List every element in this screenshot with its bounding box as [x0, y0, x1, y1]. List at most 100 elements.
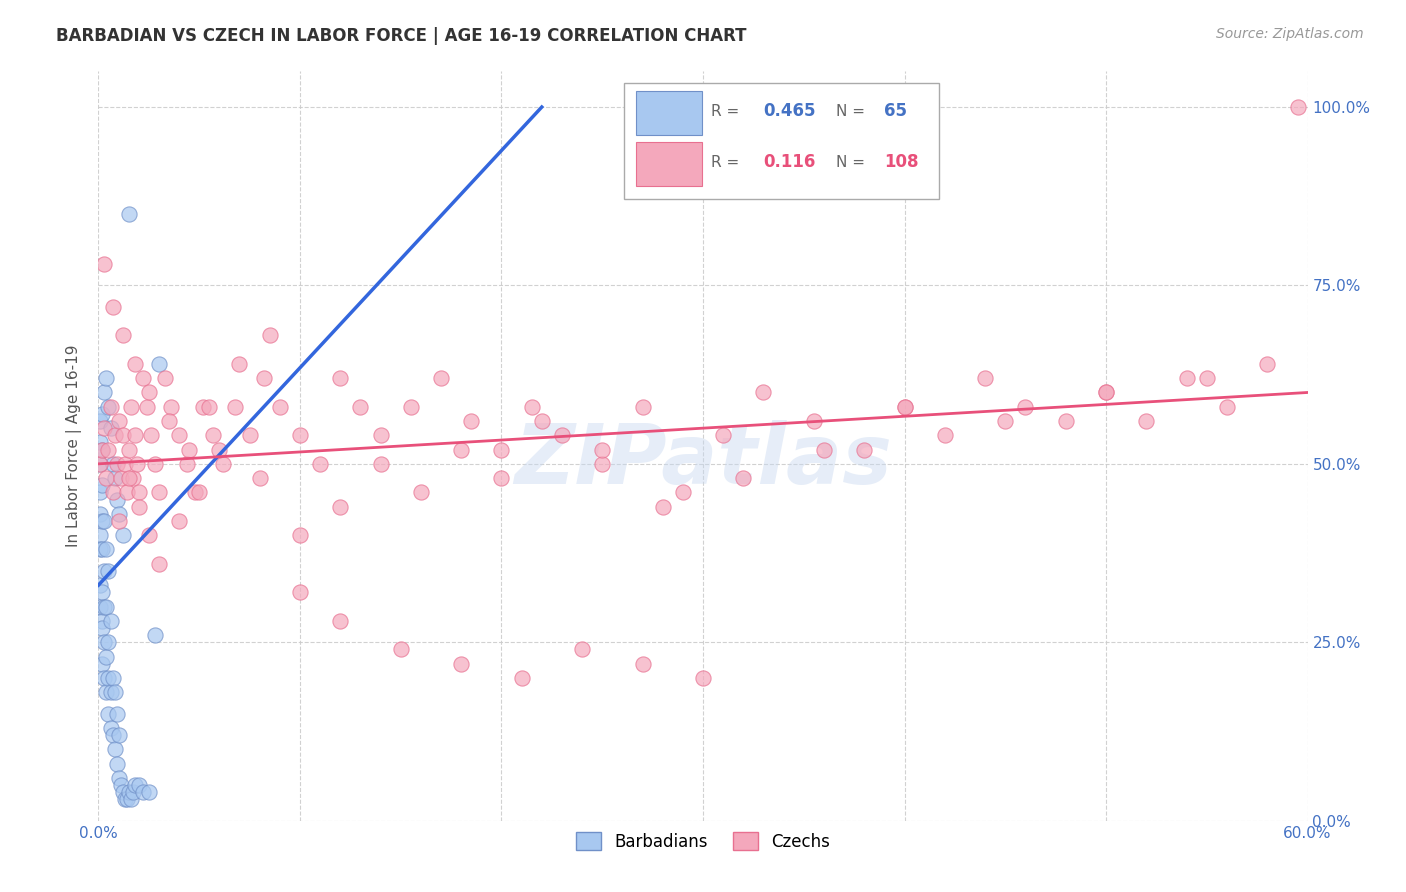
Point	[1256, 357, 1278, 371]
Point	[107, 771, 129, 785]
Point	[148, 485, 170, 500]
Point	[89, 507, 111, 521]
Point	[176, 457, 198, 471]
FancyBboxPatch shape	[624, 83, 939, 199]
Point	[1195, 371, 1218, 385]
Point	[813, 442, 835, 457]
Point	[853, 442, 876, 457]
Legend: Barbadians, Czechs: Barbadians, Czechs	[569, 826, 837, 857]
Point	[591, 442, 613, 457]
Point	[107, 728, 129, 742]
Point	[91, 542, 114, 557]
Point	[93, 421, 115, 435]
Point	[105, 706, 128, 721]
Point	[1095, 385, 1118, 400]
Point	[733, 471, 755, 485]
Point	[103, 471, 125, 485]
Point	[1135, 414, 1157, 428]
Point	[288, 528, 311, 542]
Point	[89, 457, 111, 471]
Point	[107, 514, 129, 528]
Point	[93, 635, 115, 649]
Point	[91, 442, 114, 457]
Point	[96, 471, 118, 485]
Point	[103, 742, 125, 756]
Text: 0.116: 0.116	[763, 153, 815, 171]
Point	[692, 671, 714, 685]
Text: R =: R =	[711, 155, 745, 170]
Point	[491, 471, 513, 485]
Point	[100, 400, 122, 414]
Point	[93, 257, 115, 271]
Point	[100, 721, 122, 735]
Point	[389, 642, 412, 657]
Text: 108: 108	[884, 153, 920, 171]
Point	[124, 357, 146, 371]
Point	[101, 728, 124, 742]
Point	[96, 542, 118, 557]
Point	[349, 400, 371, 414]
Point	[120, 400, 142, 414]
Point	[91, 478, 114, 492]
Point	[803, 414, 825, 428]
Point	[97, 706, 120, 721]
Point	[139, 428, 162, 442]
Point	[101, 485, 124, 500]
Point	[1216, 400, 1239, 414]
Point	[124, 428, 146, 442]
Point	[167, 514, 190, 528]
Point	[103, 428, 125, 442]
Point	[118, 785, 141, 799]
Point	[711, 428, 734, 442]
Point	[114, 792, 136, 806]
Point	[128, 485, 150, 500]
Point	[100, 421, 122, 435]
Point	[148, 357, 170, 371]
Point	[1095, 385, 1118, 400]
Point	[118, 207, 141, 221]
Point	[530, 414, 553, 428]
Point	[651, 500, 673, 514]
Point	[128, 778, 150, 792]
Point	[96, 371, 118, 385]
Point	[228, 357, 250, 371]
Point	[430, 371, 453, 385]
Point	[202, 428, 225, 442]
Text: R =: R =	[711, 103, 745, 119]
Point	[91, 442, 114, 457]
Point	[224, 400, 246, 414]
Point	[208, 442, 231, 457]
Point	[132, 371, 155, 385]
Point	[111, 528, 134, 542]
Point	[101, 671, 124, 685]
Point	[288, 428, 311, 442]
Point	[96, 685, 118, 699]
Text: N =: N =	[837, 155, 870, 170]
Point	[409, 485, 432, 500]
Point	[105, 492, 128, 507]
Point	[121, 785, 143, 799]
Point	[97, 400, 120, 414]
Point	[93, 671, 115, 685]
Point	[89, 435, 111, 450]
Text: ZIPatlas: ZIPatlas	[515, 420, 891, 501]
Point	[399, 400, 422, 414]
Point	[100, 685, 122, 699]
Point	[91, 621, 114, 635]
Point	[179, 442, 201, 457]
Point	[143, 628, 166, 642]
Point	[329, 500, 352, 514]
Point	[91, 407, 114, 421]
Point	[994, 414, 1017, 428]
Point	[107, 507, 129, 521]
Point	[1175, 371, 1198, 385]
Point	[184, 485, 207, 500]
Point	[370, 457, 392, 471]
Point	[143, 457, 166, 471]
Point	[93, 599, 115, 614]
Point	[89, 485, 111, 500]
Point	[128, 500, 150, 514]
Point	[89, 578, 111, 592]
Point	[121, 471, 143, 485]
Point	[97, 442, 120, 457]
